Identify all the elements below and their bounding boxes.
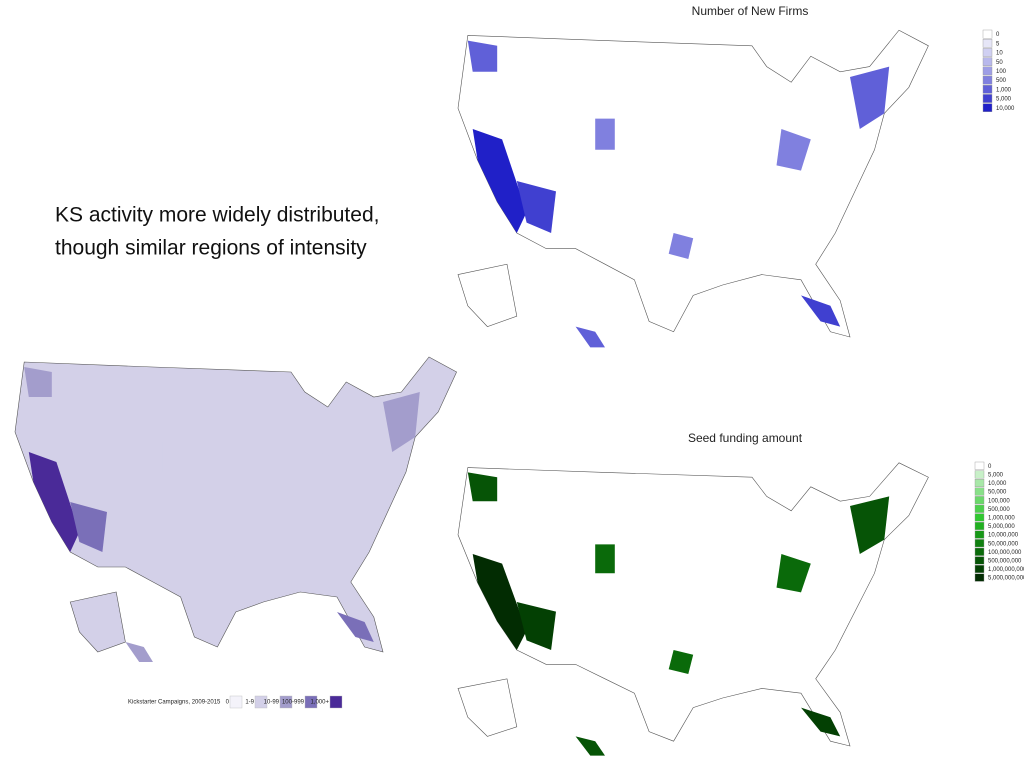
us-outline (15, 357, 457, 652)
legend-swatch (974, 565, 985, 574)
legend-label: 1,000 (996, 87, 1012, 93)
map-title: Seed funding amount (688, 431, 803, 445)
region (212, 552, 236, 577)
legend-label: 0 (226, 700, 230, 706)
legend-label: 10 (996, 51, 1003, 57)
legend-swatch (974, 556, 985, 565)
legend-label: 100,000,000 (988, 550, 1022, 556)
legend-swatch (974, 547, 985, 556)
legend-swatch (974, 530, 985, 539)
alaska (70, 592, 125, 652)
legend-label: 1,000+ (310, 700, 329, 706)
legend-swatch (982, 57, 993, 66)
legend-swatch (974, 513, 985, 522)
legend-label: 0 (988, 464, 992, 470)
us-map (458, 30, 928, 348)
region (668, 233, 694, 259)
region (850, 496, 890, 554)
legend-swatch (254, 695, 268, 709)
legend-swatch (279, 695, 293, 709)
legend-swatch (974, 496, 985, 505)
region (850, 66, 890, 129)
hawaii (575, 326, 605, 348)
region (516, 181, 556, 233)
hawaii (575, 736, 605, 756)
region (595, 118, 615, 150)
legend-label: 1,000,000,000 (988, 567, 1024, 573)
us-map (15, 357, 457, 662)
legend-swatch (982, 103, 993, 112)
legend-swatch (329, 695, 343, 709)
legend-label: 5 (996, 41, 1000, 47)
legend-label: 100-999 (282, 700, 305, 706)
legend-swatch (982, 66, 993, 76)
maps (15, 30, 928, 756)
legend-label: 5,000,000,000 (988, 576, 1024, 582)
legend-label: 5,000,000 (988, 524, 1015, 530)
region (28, 452, 80, 552)
legend-label: 100,000 (988, 498, 1010, 504)
legend-swatch (982, 39, 993, 48)
legend-swatch (974, 573, 985, 582)
legend-swatch (974, 504, 985, 513)
legend-swatch (974, 461, 985, 470)
legend-swatch (982, 84, 993, 94)
region (143, 442, 163, 472)
region (337, 612, 374, 642)
caption-line: though similar regions of intensity (55, 237, 367, 260)
region (668, 650, 694, 674)
us-outline (458, 30, 928, 337)
region (383, 392, 420, 452)
legend-label: 1-9 (245, 700, 254, 706)
us-outline (458, 463, 928, 746)
legend-label: 500,000,000 (988, 558, 1022, 564)
region (467, 40, 498, 72)
legend-label: 10-99 (264, 700, 280, 706)
region (801, 295, 841, 327)
region (776, 129, 811, 171)
legend-swatch (974, 539, 985, 548)
legend-label: 10,000 (988, 481, 1007, 487)
region (801, 707, 841, 737)
map-title: Number of New Firms (692, 4, 809, 18)
alaska (458, 264, 517, 326)
hawaii (125, 642, 153, 662)
legend-label: 10,000,000 (988, 533, 1019, 539)
legend-swatch (982, 48, 993, 57)
alaska (458, 679, 517, 737)
legend-label: 50,000 (988, 490, 1007, 496)
legend-swatch (974, 487, 985, 496)
legend-label: 50 (996, 60, 1003, 66)
legend-label: 100 (996, 69, 1007, 75)
legend-label: 0 (996, 32, 1000, 38)
legend-swatch (974, 479, 985, 488)
legend-swatch (982, 29, 993, 39)
region (776, 554, 811, 593)
legend-label: 1,000,000 (988, 515, 1015, 521)
region (314, 452, 347, 492)
legend-label: 50,000,000 (988, 541, 1019, 547)
legend-swatch (974, 470, 985, 479)
legend-label: 5,000 (988, 472, 1004, 478)
region (472, 554, 527, 650)
legend-title: Kickstarter Campaigns, 2009-2015 (128, 700, 221, 706)
us-map (458, 463, 928, 756)
region (24, 367, 52, 397)
legend-label: 500 (996, 78, 1007, 84)
legend-label: 5,000 (996, 97, 1012, 103)
caption-line: KS activity more widely distributed, (55, 204, 379, 227)
legend-swatch (974, 522, 985, 531)
region (467, 472, 498, 502)
region (516, 602, 556, 650)
legend-swatch (982, 94, 993, 103)
region (70, 502, 107, 552)
legend-swatch (229, 695, 243, 709)
region (472, 129, 527, 233)
legend-swatch (982, 75, 993, 85)
region (595, 544, 615, 574)
legend-label: 500,000 (988, 507, 1010, 513)
legend-label: 10,000 (996, 106, 1015, 112)
legend-swatch (304, 695, 318, 709)
